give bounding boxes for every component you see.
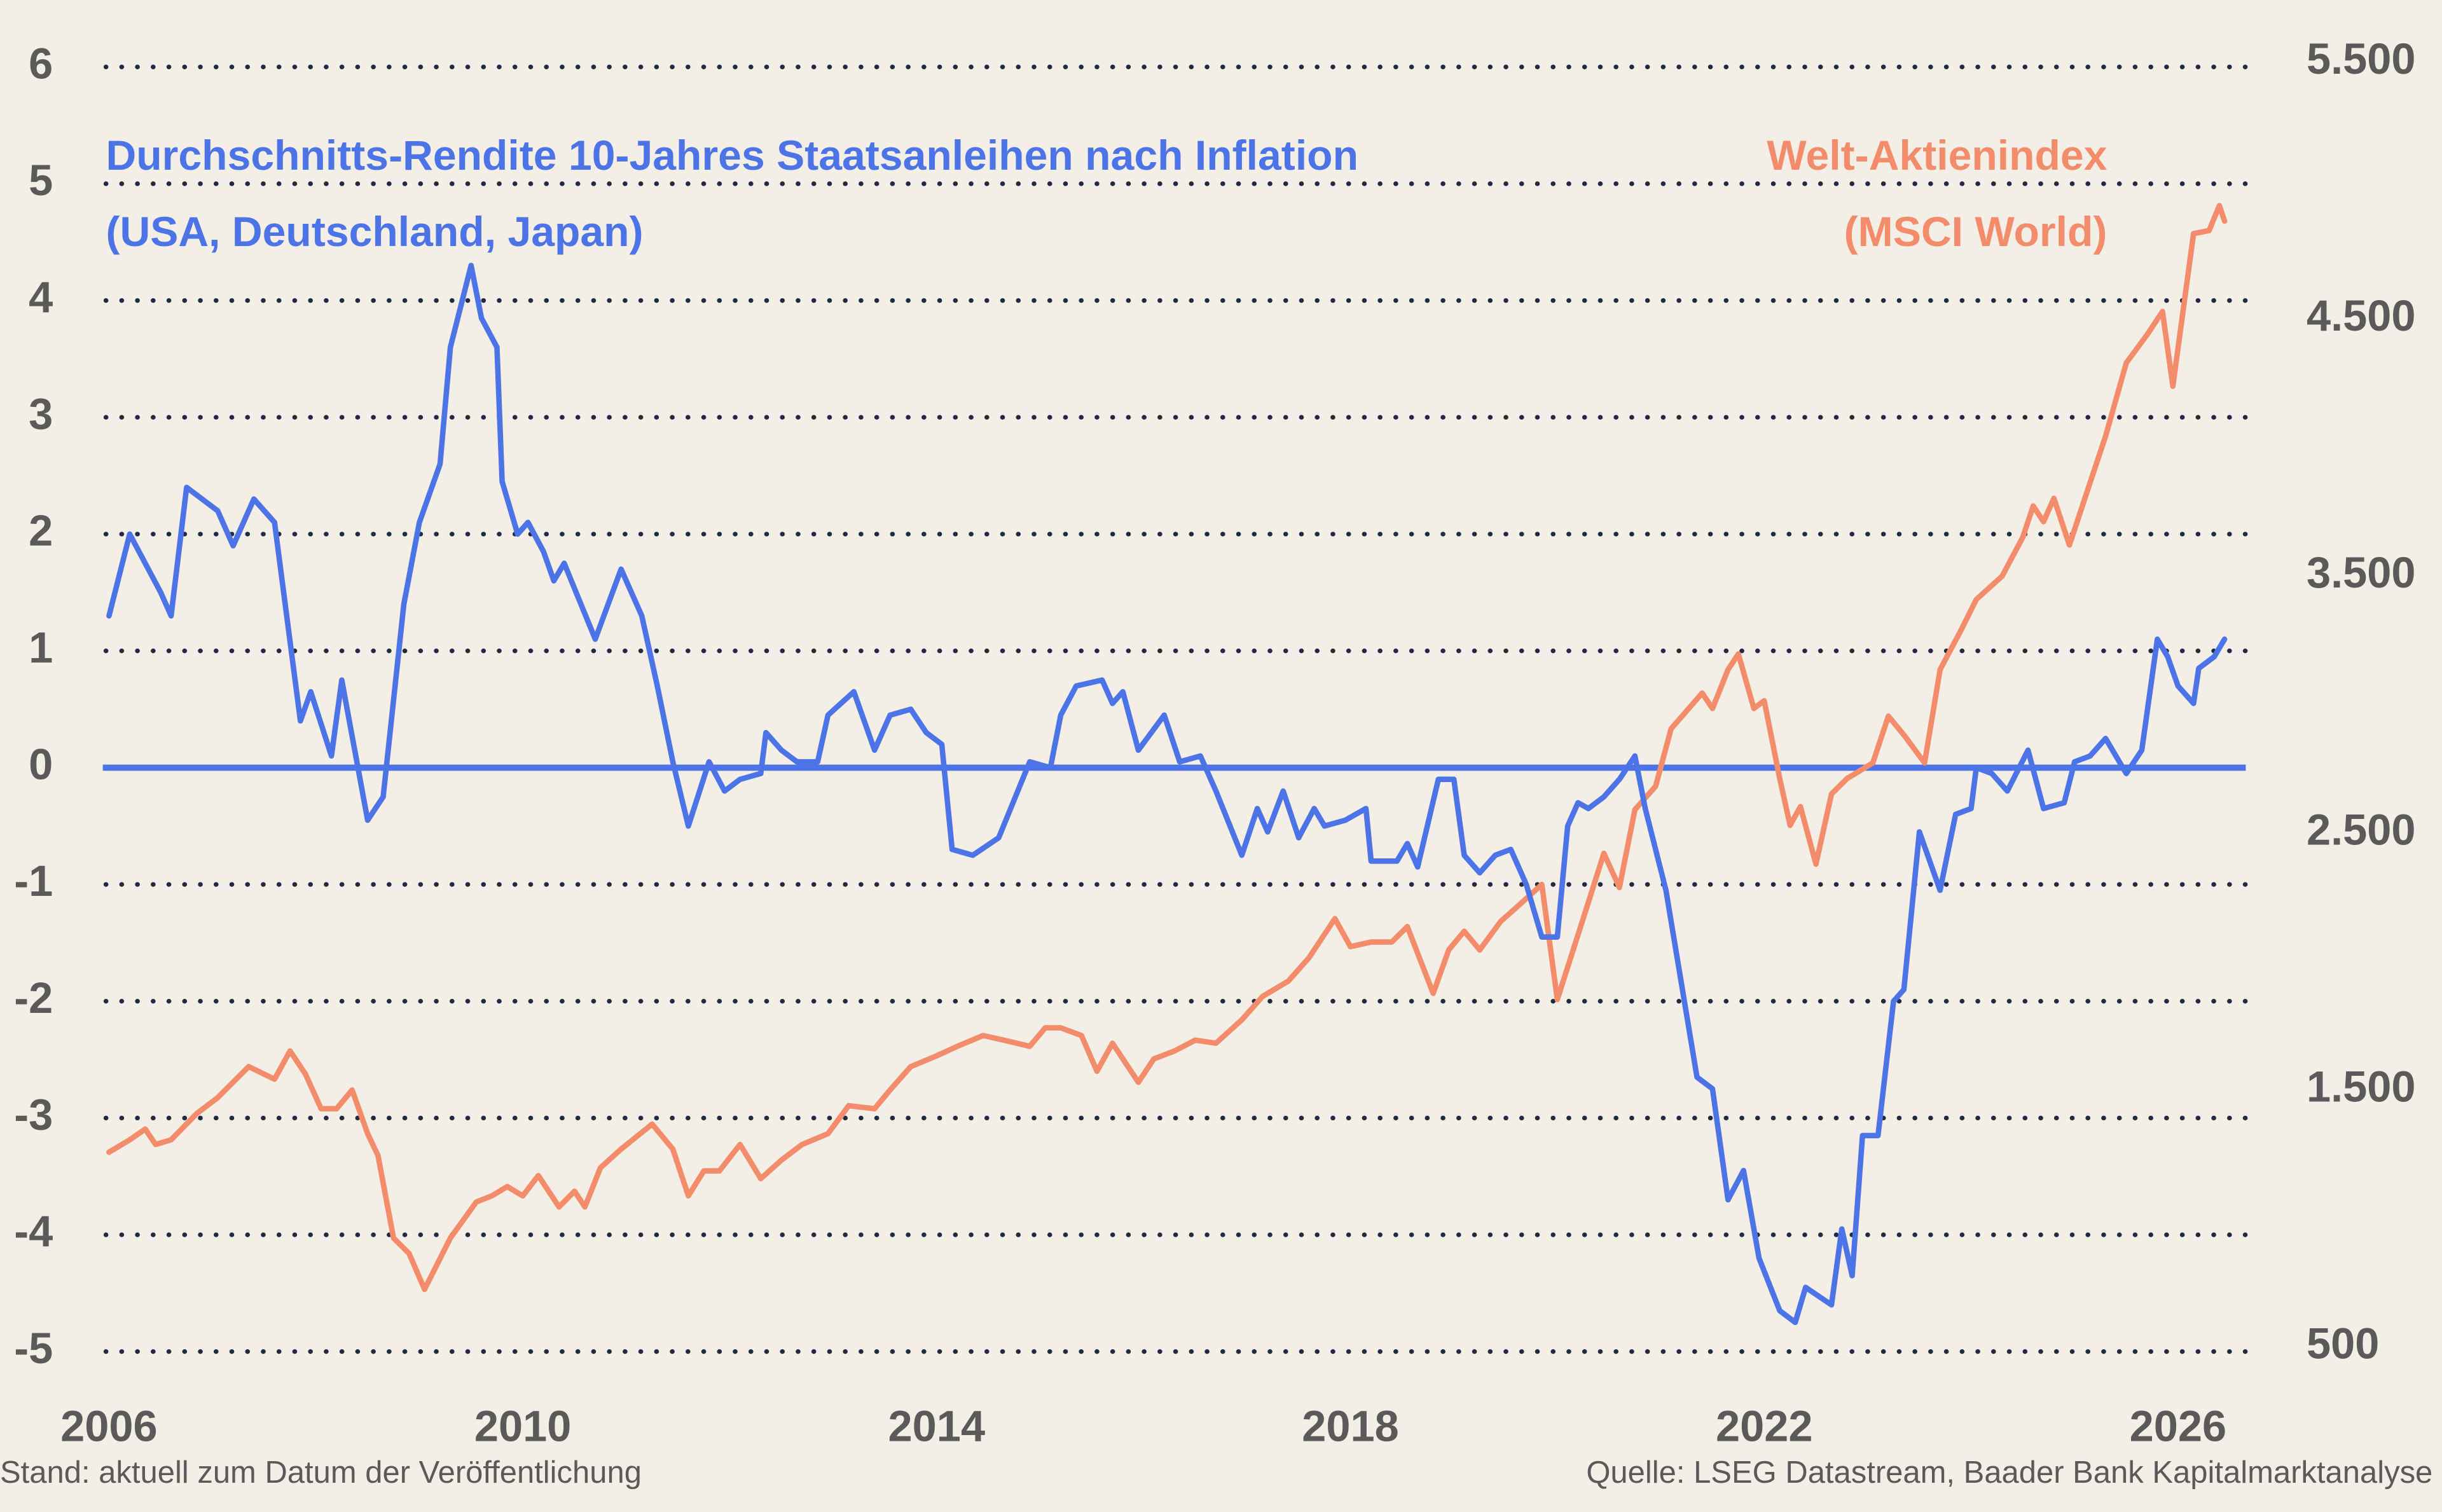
y-tick-label: 3 [29, 389, 53, 438]
x-tick-label: 2026 [2130, 1401, 2227, 1450]
y2-tick-label: 4.500 [2307, 291, 2416, 340]
y-tick-label: 0 [29, 739, 53, 788]
source: Quelle: LSEG Datastream, Baader Bank Kap… [1586, 1455, 2432, 1490]
x-tick-label: 2018 [1302, 1401, 1399, 1450]
y2-tick-label: 3.500 [2307, 548, 2416, 597]
y-tick-label: -3 [14, 1090, 53, 1139]
x-tick-label: 2014 [888, 1401, 986, 1450]
y-tick-label: -4 [14, 1207, 53, 1256]
y2-tick-label: 1.500 [2307, 1062, 2416, 1111]
y-tick-label: -1 [14, 856, 53, 905]
legend-entry: Welt-Aktienindex (MSCI World) [1767, 132, 2107, 256]
y-tick-label: 1 [29, 623, 53, 672]
note: Stand: aktuell zum Datum der Veröffentli… [0, 1455, 642, 1490]
series-line [106, 263, 2228, 1326]
y-tick-label: 6 [29, 39, 53, 88]
y-tick-label: -2 [14, 973, 53, 1022]
y2-tick-label: 2.500 [2307, 805, 2416, 854]
y-tick-label: -5 [14, 1324, 53, 1373]
x-tick-label: 2010 [474, 1401, 572, 1450]
series-line [106, 203, 2228, 1293]
y-tick-label: 4 [29, 273, 53, 322]
y-tick-label: 5 [29, 156, 53, 205]
y-tick-label: 2 [29, 506, 53, 555]
x-tick-label: 2022 [1716, 1401, 1813, 1450]
y2-tick-label: 5.500 [2307, 34, 2416, 83]
legend-entry: Durchschnitts-Rendite 10-Jahres Staatsan… [106, 132, 1358, 256]
x-tick-label: 2006 [60, 1401, 158, 1450]
y2-tick-label: 500 [2307, 1319, 2379, 1368]
